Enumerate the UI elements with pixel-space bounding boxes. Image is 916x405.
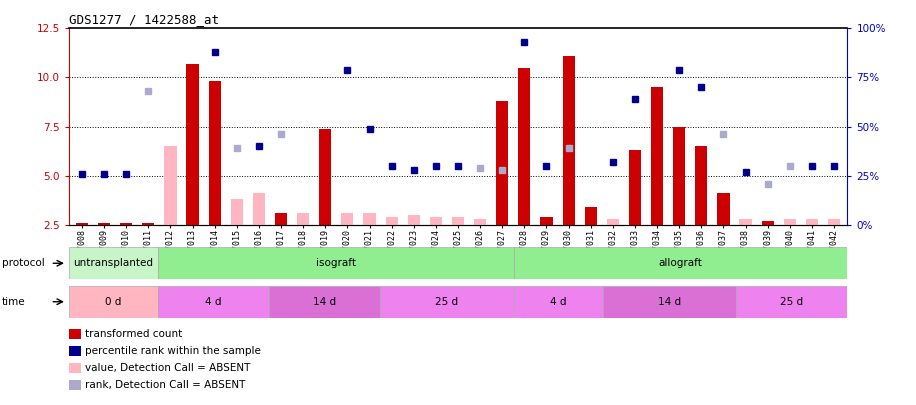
Bar [408,215,420,225]
Bar [603,286,736,318]
Bar [120,223,132,225]
Bar [164,146,177,225]
Bar [269,286,380,318]
Text: 4 d: 4 d [550,297,566,307]
Text: allograft: allograft [659,258,703,268]
Text: 25 d: 25 d [780,297,803,307]
Bar [496,101,508,225]
Text: time: time [2,297,26,307]
Text: untransplanted: untransplanted [73,258,153,268]
Bar [784,219,796,225]
Bar [651,87,663,225]
Bar [69,286,158,318]
Bar [253,193,265,225]
Bar [187,64,199,225]
Bar [514,247,847,279]
Bar [606,219,619,225]
Bar [275,213,287,225]
Bar [695,146,707,225]
Bar [98,223,110,225]
Bar [806,219,818,225]
Bar [430,217,442,225]
Bar [806,221,818,225]
Bar [673,126,685,225]
Text: value, Detection Call = ABSENT: value, Detection Call = ABSENT [85,363,251,373]
Bar [717,193,729,225]
Bar [319,128,332,225]
Bar [69,247,158,279]
Bar [386,217,398,225]
Text: 0 d: 0 d [105,297,122,307]
Bar [76,223,88,225]
Bar [158,247,514,279]
Bar [452,217,464,225]
Text: transformed count: transformed count [85,329,182,339]
Bar [562,56,574,225]
Bar [739,219,752,225]
Text: 4 d: 4 d [205,297,222,307]
Bar [584,207,597,225]
Bar [784,221,796,225]
Text: GDS1277 / 1422588_at: GDS1277 / 1422588_at [69,13,219,26]
Bar [629,150,641,225]
Bar [518,68,530,225]
Bar [474,219,486,225]
Bar [761,221,774,225]
Text: protocol: protocol [2,258,45,268]
Bar [209,81,221,225]
Bar [540,217,552,225]
Bar [231,199,243,225]
Bar [514,286,603,318]
Bar [364,213,376,225]
Bar [142,223,155,225]
Text: percentile rank within the sample: percentile rank within the sample [85,346,261,356]
Text: rank, Detection Call = ABSENT: rank, Detection Call = ABSENT [85,380,245,390]
Bar [297,213,310,225]
Bar [828,219,840,225]
Text: isograft: isograft [316,258,355,268]
Text: 25 d: 25 d [435,297,458,307]
Bar [828,221,840,225]
Text: 14 d: 14 d [313,297,336,307]
Bar [158,286,269,318]
Bar [380,286,514,318]
Bar [342,213,354,225]
Text: 14 d: 14 d [658,297,681,307]
Bar [736,286,847,318]
